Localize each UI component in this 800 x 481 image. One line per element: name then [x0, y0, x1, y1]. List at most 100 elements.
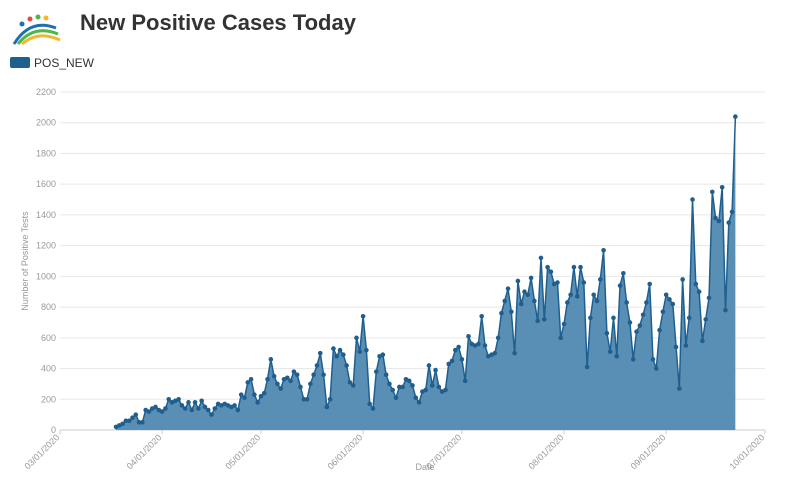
point	[347, 380, 353, 385]
point	[680, 277, 685, 282]
point	[617, 283, 623, 288]
point	[400, 384, 405, 390]
point	[624, 300, 629, 305]
point	[713, 215, 718, 221]
point	[275, 381, 280, 387]
point	[321, 372, 326, 377]
point	[677, 386, 682, 391]
x-tick-label: 04/01/2020	[125, 432, 164, 471]
point	[410, 383, 415, 388]
point	[690, 197, 695, 202]
y-tick-label: 1800	[36, 148, 56, 158]
point	[189, 407, 195, 413]
point	[426, 363, 432, 368]
point	[192, 400, 198, 405]
point	[479, 314, 484, 319]
point	[505, 286, 511, 291]
point	[729, 209, 735, 215]
x-tick-label: 03/01/2020	[22, 432, 61, 471]
point	[532, 298, 537, 304]
point	[568, 292, 573, 298]
point	[298, 384, 303, 390]
point	[706, 295, 712, 301]
point	[581, 280, 587, 285]
point	[686, 315, 692, 321]
x-axis-label: Date	[415, 462, 434, 472]
point	[271, 373, 277, 379]
x-tick-label: 09/01/2020	[629, 432, 668, 471]
point	[248, 377, 254, 382]
point	[482, 343, 488, 348]
y-tick-label: 1200	[36, 241, 56, 251]
point	[561, 321, 567, 327]
point	[153, 404, 158, 410]
point	[449, 358, 455, 364]
point	[456, 344, 461, 350]
point	[634, 329, 639, 334]
point	[709, 189, 715, 195]
point	[350, 383, 356, 388]
y-tick-label: 1000	[36, 271, 56, 281]
point	[380, 352, 386, 358]
point	[607, 349, 613, 354]
point	[423, 387, 428, 393]
point	[387, 381, 392, 387]
point	[238, 392, 244, 397]
point	[314, 363, 320, 368]
point	[522, 289, 527, 295]
point	[637, 323, 643, 328]
point	[499, 310, 504, 316]
point	[383, 372, 389, 377]
point	[182, 406, 188, 411]
point	[360, 314, 366, 319]
x-tick-label: 05/01/2020	[223, 432, 262, 471]
point	[611, 315, 616, 321]
point	[541, 317, 547, 322]
point	[285, 375, 290, 381]
x-tick-label: 10/01/2020	[727, 432, 766, 471]
point	[337, 347, 343, 353]
point	[133, 412, 139, 417]
point	[453, 347, 458, 353]
point	[291, 369, 297, 374]
x-tick-label: 07/01/2020	[424, 432, 463, 471]
point	[630, 357, 636, 362]
point	[578, 264, 583, 270]
point	[304, 396, 310, 402]
point	[331, 346, 336, 351]
y-tick-label: 600	[41, 333, 56, 343]
point	[495, 335, 501, 341]
point	[364, 347, 369, 353]
point	[462, 378, 468, 384]
point	[548, 269, 554, 275]
point	[515, 278, 521, 284]
point	[245, 380, 251, 385]
point	[120, 421, 125, 427]
point	[294, 372, 300, 377]
point	[166, 396, 172, 402]
y-tick-label: 1600	[36, 179, 56, 189]
point	[433, 367, 438, 373]
point	[354, 335, 359, 341]
point	[397, 384, 402, 390]
point	[159, 409, 165, 414]
point	[186, 400, 191, 405]
area	[116, 116, 736, 430]
point	[555, 280, 560, 285]
point	[591, 292, 596, 298]
point	[146, 409, 152, 414]
point	[373, 369, 379, 374]
point	[571, 264, 577, 270]
point	[614, 353, 620, 359]
point	[199, 398, 204, 404]
point	[202, 404, 208, 410]
point	[667, 297, 672, 302]
point	[525, 292, 531, 298]
point	[640, 312, 646, 318]
point	[670, 301, 676, 307]
point	[301, 396, 307, 402]
point	[538, 255, 544, 261]
point	[429, 383, 435, 388]
point	[723, 307, 728, 313]
